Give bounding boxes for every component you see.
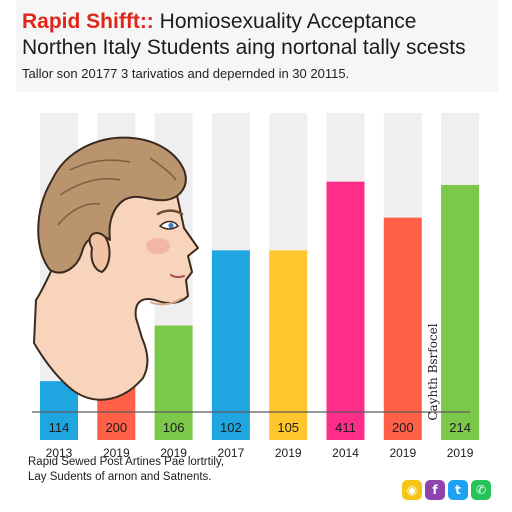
eyebrow — [156, 209, 184, 216]
hair-strands — [57, 157, 177, 226]
bar-value-label: 105 — [277, 420, 299, 435]
bar — [383, 217, 422, 440]
bar — [154, 325, 193, 440]
bar-value-label: 200 — [105, 420, 127, 435]
bar-value-labels: 114 200 106 102 105 411 200 214 — [49, 420, 471, 435]
snapchat-icon[interactable]: ◉ — [402, 480, 422, 500]
bar-value-label: 214 — [449, 420, 471, 435]
x-tick-label: 2019 — [160, 446, 187, 460]
x-tick-label: 2013 — [46, 446, 73, 460]
bar — [441, 184, 480, 440]
bar-value-label: 102 — [220, 420, 242, 435]
x-tick-label: 2019 — [389, 446, 416, 460]
head-profile-illustration — [33, 136, 199, 401]
facebook-icon[interactable]: f — [425, 480, 445, 500]
x-tick-label: 2019 — [275, 446, 302, 460]
chart-title: Rapid Shifft:: Homiosexuality Acceptance — [22, 10, 416, 34]
x-axis-tick-labels: 2013 2019 2019 2017 2019 2014 2019 2019 — [46, 446, 474, 460]
social-icons: ◉ f t ✆ — [402, 480, 491, 500]
mouth — [170, 274, 185, 279]
chart-title-line-2: Northen Italy Students aing nortonal tal… — [22, 36, 466, 59]
footer-line-1: Rapid Sewed Post Artines Pae lortrtily, — [28, 456, 225, 468]
header-band — [16, 0, 498, 92]
x-tick-label: 2019 — [103, 446, 130, 460]
footer-line-2: Lay Sudents of arnon and Satnents. — [28, 471, 212, 483]
cheek-blush — [146, 238, 170, 254]
iris — [168, 222, 174, 229]
side-label: Cayhth Bsrfocel — [426, 323, 440, 420]
x-tick-label: 2019 — [447, 446, 474, 460]
bar-value-label: 114 — [49, 420, 70, 435]
ear — [88, 232, 111, 274]
whatsapp-icon[interactable]: ✆ — [471, 480, 491, 500]
jaw-shadow — [149, 297, 183, 306]
title-accent: Rapid Shifft:: — [22, 10, 154, 33]
title-rest: Homiosexuality Acceptance — [153, 10, 417, 33]
bar-value-label: 106 — [163, 420, 185, 435]
chart-subtitle: Tallor son 20177 3 tarivatios and depern… — [22, 66, 350, 81]
bar — [269, 250, 308, 440]
twitter-icon[interactable]: t — [448, 480, 468, 500]
footer-note: Rapid Sewed Post Artines Pae lortrtily, … — [28, 455, 224, 485]
x-tick-label: 2017 — [218, 446, 245, 460]
bar-value-label: 200 — [392, 420, 414, 435]
bar-value-label: 411 — [335, 420, 356, 435]
x-tick-label: 2014 — [332, 446, 359, 460]
bar — [326, 181, 365, 441]
bar — [40, 381, 78, 440]
bar — [211, 250, 250, 440]
